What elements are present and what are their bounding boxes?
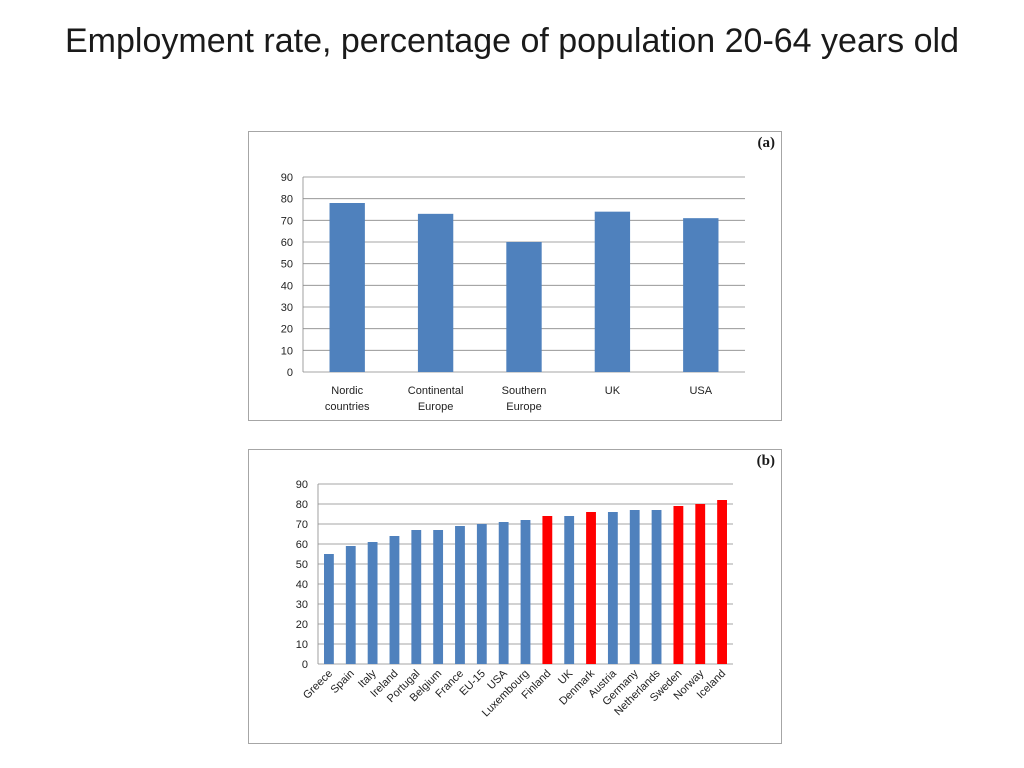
bar-b [433,530,444,664]
chart-panel-b: 0 10 20 30 40 50 60 70 80 90 Greece Spain Italy Irela… [248,449,782,744]
x-tick-label-a: Southern [502,385,547,397]
bar-b [411,530,422,664]
bar-b [520,520,531,664]
bar-b [345,546,356,664]
y-tick-label-a: 10 [281,345,293,357]
y-tick-label-a: 60 [281,237,293,249]
x-tick-label-a: Europe [506,401,541,413]
bar-a [329,203,365,372]
bar-a [506,242,542,372]
bar-b [586,512,596,664]
y-tick-label-b: 10 [296,639,308,651]
x-tick-label-a: Continental [408,385,464,397]
bar-a [594,211,631,372]
y-tick-label-b: 40 [296,579,308,591]
x-tick-label-b: Spain [329,668,357,696]
bar-a [417,213,454,372]
y-tick-label-a: 0 [287,367,293,379]
panel-label-b: (b) [756,453,775,469]
bar-b [367,542,378,664]
y-tick-label-b: 0 [302,659,308,671]
bar-b [476,524,487,664]
bar-b [651,510,662,664]
x-tick-label-a: USA [689,385,712,397]
bar-b [564,516,575,664]
x-tick-label-a: UK [605,385,621,397]
x-tick-label-a: countries [325,401,370,413]
x-tick-label-a: Nordic [331,385,363,397]
chart-panel-a: 0 10 20 30 40 50 60 70 80 90 Nordic countries Contin… [248,131,782,421]
y-tick-label-b: 90 [296,479,308,491]
y-tick-label-b: 60 [296,539,308,551]
bar-b [542,516,553,664]
slide-title: Employment rate, percentage of populatio… [62,18,962,64]
y-tick-label-b: 30 [296,599,308,611]
bar-b [717,500,727,664]
y-tick-label-a: 70 [281,215,293,227]
bar-b [324,554,334,664]
y-tick-label-a: 50 [281,259,293,271]
y-tick-label-a: 40 [281,280,293,292]
y-tick-label-b: 80 [296,499,308,511]
bar-b [695,504,706,664]
x-tick-label-a: Europe [418,401,453,413]
y-tick-label-a: 20 [281,324,293,336]
bar-b [607,512,618,664]
slide-title-text: Employment rate, percentage of populatio… [65,22,959,60]
bar-a [683,218,719,372]
y-tick-label-b: 20 [296,619,308,631]
bar-b [389,536,400,664]
bar-b [498,522,509,664]
bar-b [629,510,640,664]
y-tick-label-b: 70 [296,519,308,531]
panel-label-a: (a) [757,135,776,151]
y-tick-label-a: 90 [281,172,293,184]
y-tick-label-b: 50 [296,559,308,571]
chart-a-svg: 0 10 20 30 40 50 60 70 80 90 Nordic countries Contin… [281,172,745,413]
bar-b [455,526,465,664]
y-tick-label-a: 80 [281,194,293,206]
x-tick-label-b: Greece [301,668,335,702]
y-tick-label-a: 30 [281,302,293,314]
bar-b [673,506,684,664]
